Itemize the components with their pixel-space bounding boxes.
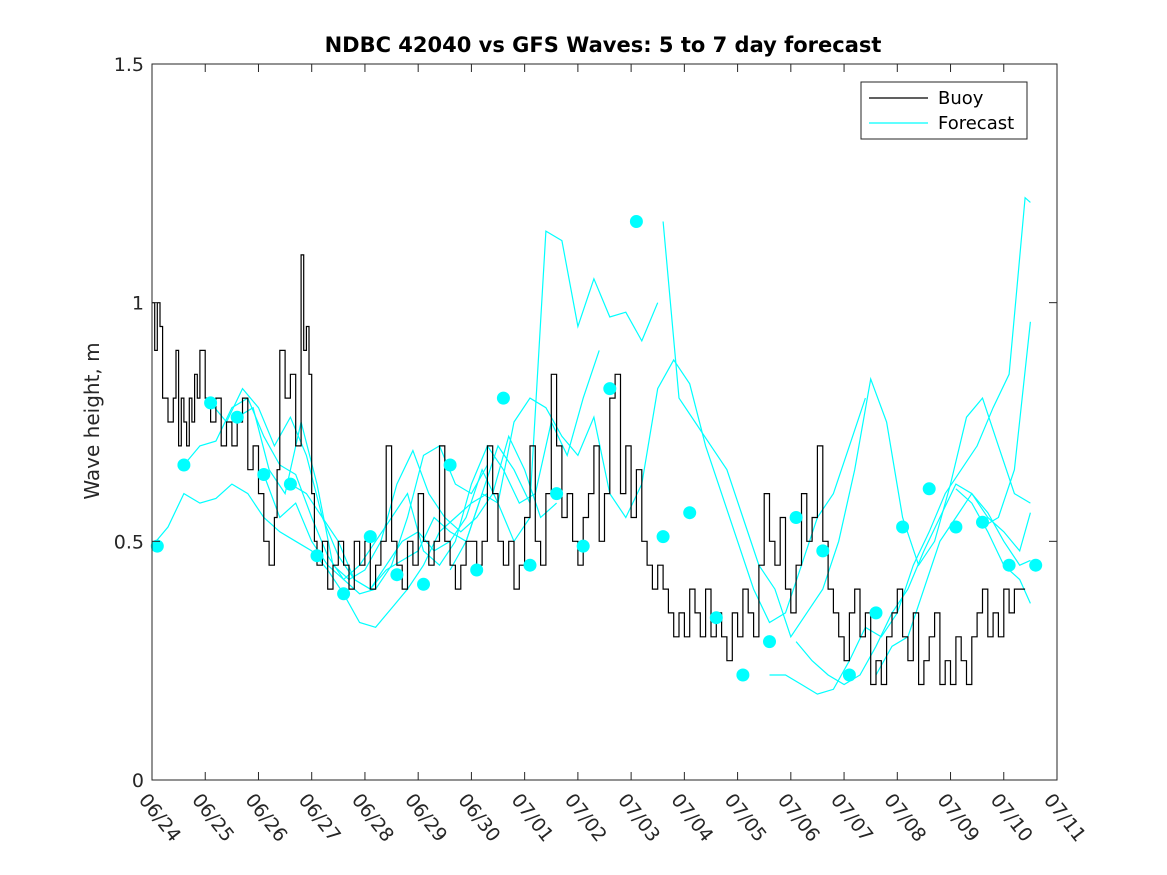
forecast-line-10 (875, 492, 1031, 676)
forecast-point (976, 515, 989, 529)
forecast-point (310, 549, 324, 563)
forecast-point (576, 539, 590, 553)
forecast-point (443, 458, 457, 472)
forecast-point (1029, 558, 1043, 572)
y-tick-label: 1 (132, 293, 144, 315)
axes-box (151, 63, 1058, 781)
forecast-point (763, 635, 776, 649)
forecast-point (816, 544, 830, 558)
forecast-point (550, 487, 564, 501)
forecast-point (417, 577, 430, 591)
forecast-line-3 (236, 406, 558, 581)
forecast-point (629, 215, 643, 228)
forecast-point (896, 520, 910, 534)
forecast-point (496, 391, 510, 405)
forecast-point (150, 539, 164, 553)
forecast-point (736, 668, 750, 682)
forecast-line-7 (662, 221, 1031, 639)
forecast-point (363, 530, 377, 544)
forecast-point (390, 568, 404, 582)
y-tick-label: 0 (132, 770, 144, 792)
buoy-line (152, 254, 1026, 686)
legend-label-forecast: Forecast (938, 113, 1014, 134)
forecast-point (257, 468, 271, 481)
y-tick-label: 1.5 (114, 54, 144, 76)
forecast-point (949, 520, 963, 534)
forecast-point (922, 482, 936, 496)
forecast-point (709, 611, 723, 625)
forecast-point (656, 530, 670, 544)
forecast-point (523, 558, 537, 572)
y-axis-label: Wave height, m (80, 342, 104, 499)
forecast-point (337, 587, 351, 601)
forecast-point (842, 668, 856, 682)
legend-box (860, 81, 1028, 140)
forecast-line-8 (769, 196, 1031, 695)
forecast-point (470, 563, 484, 577)
forecast-line-12 (982, 321, 1031, 528)
forecast-point (177, 458, 191, 472)
forecast-point (283, 477, 297, 491)
forecast-point (603, 382, 617, 396)
forecast-point (869, 606, 883, 620)
forecast-point (204, 396, 218, 410)
forecast-point (683, 506, 697, 520)
legend-label-buoy: Buoy (938, 88, 984, 109)
y-tick-label: 0.5 (114, 531, 144, 553)
plot-area (150, 196, 1043, 695)
forecast-point (789, 511, 803, 524)
forecast-line-9 (795, 483, 1031, 686)
legend: Buoy Forecast (860, 81, 1028, 140)
chart-title: NDBC 42040 vs GFS Waves: 5 to 7 day fore… (325, 33, 882, 57)
forecast-point (230, 410, 244, 424)
forecast-point (1002, 558, 1016, 572)
forecast-line-11 (955, 488, 1031, 604)
